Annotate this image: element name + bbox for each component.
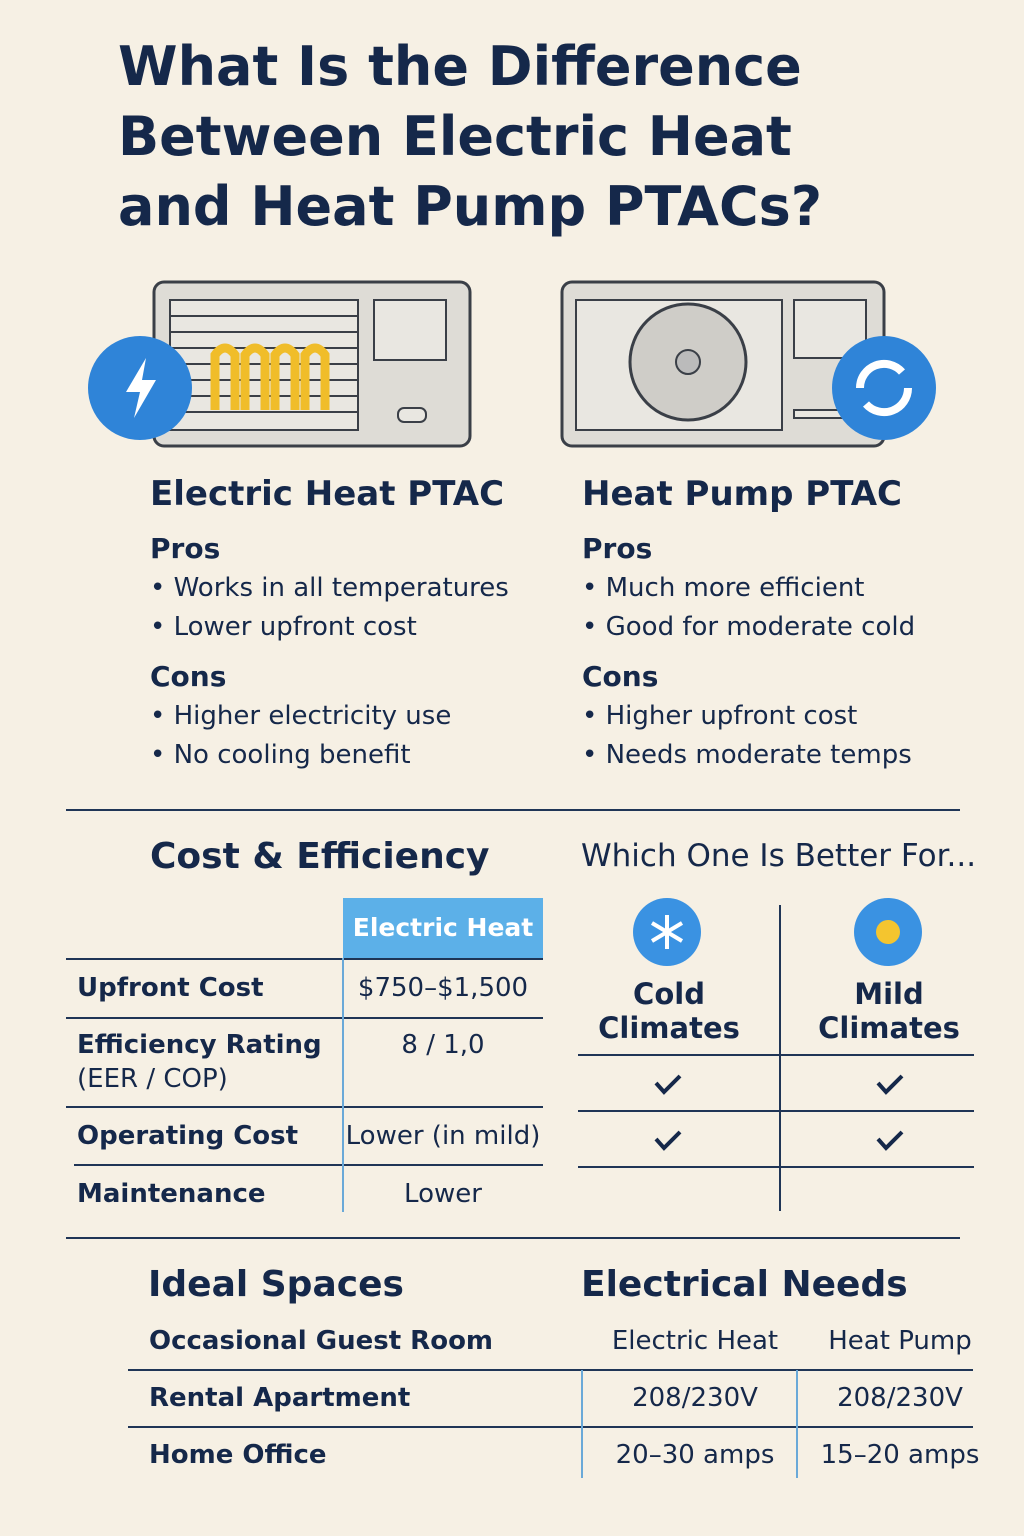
pro-item: Lower upfront cost <box>150 612 417 642</box>
con-item: No cooling benefit <box>150 740 411 770</box>
column-line <box>796 1370 798 1478</box>
con-item: Higher electricity use <box>150 701 452 731</box>
con-item: Higher upfront cost <box>582 701 858 731</box>
row-line <box>66 1106 543 1108</box>
row-label: Maintenance <box>77 1179 266 1209</box>
unit-name: Heat Pump PTAC <box>582 474 903 514</box>
space-item: Occasional Guest Room <box>149 1326 494 1356</box>
better-grid <box>578 898 974 1211</box>
row-line <box>66 1017 543 1019</box>
section-title: Which One Is Better For... <box>581 838 977 874</box>
row-label: Upfront Cost <box>77 973 264 1003</box>
column-header: Cold Climates <box>598 977 740 1045</box>
column-header: Mild Climates <box>818 977 960 1045</box>
pro-item: Works in all temperatures <box>150 573 509 603</box>
space-item: Home Office <box>149 1440 327 1470</box>
divider <box>66 809 960 811</box>
row-line <box>128 1426 973 1428</box>
row-label: Operating Cost <box>77 1121 299 1151</box>
cons-label: Cons <box>150 660 227 693</box>
cell: 208/230V <box>632 1383 758 1413</box>
heat-pump-unit <box>560 280 936 448</box>
space-item: Rental Apartment <box>149 1383 411 1413</box>
row-sublabel: (EER / COP) <box>77 1064 228 1094</box>
column-line <box>581 1370 583 1478</box>
con-item: Needs moderate temps <box>582 740 912 770</box>
cell: 15–20 amps <box>820 1440 980 1470</box>
section-title: Electrical Needs <box>581 1264 908 1305</box>
pros-label: Pros <box>582 532 653 565</box>
row-line <box>128 1369 973 1371</box>
column-header: Heat Pump <box>828 1326 972 1356</box>
row-value: 8 / 1,0 <box>401 1030 485 1060</box>
pro-item: Much more efficient <box>582 573 865 603</box>
cell: 208/230V <box>837 1383 963 1413</box>
cons-label: Cons <box>582 660 659 693</box>
title: What Is the Difference Between Electric … <box>118 35 823 238</box>
column-line <box>342 958 344 1212</box>
row-label: Efficiency Rating <box>77 1030 322 1060</box>
row-line <box>74 1164 543 1166</box>
row-value: Lower <box>404 1179 482 1209</box>
row-value: Lower (in mild) <box>345 1121 541 1151</box>
section-title: Ideal Spaces <box>148 1264 404 1305</box>
row-line <box>66 958 543 960</box>
column-header: Electric Heat <box>611 1326 779 1356</box>
row-value: $750–$1,500 <box>357 973 529 1003</box>
column-header: Electric Heat <box>343 898 543 958</box>
pro-item: Good for moderate cold <box>582 612 916 642</box>
cell: 20–30 amps <box>615 1440 775 1470</box>
divider <box>66 1237 960 1239</box>
illustrations <box>88 280 936 448</box>
section-title: Cost & Efficiency <box>150 836 490 877</box>
unit-name: Electric Heat PTAC <box>150 474 505 514</box>
pros-label: Pros <box>150 532 221 565</box>
electric-unit <box>88 280 472 448</box>
